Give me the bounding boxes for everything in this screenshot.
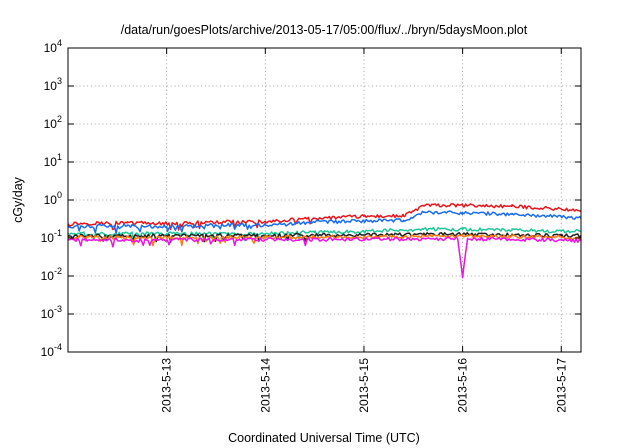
y-tick-exponent: -1	[54, 228, 62, 238]
y-tick-exponent: -2	[54, 266, 62, 276]
y-tick-label: 101	[44, 152, 62, 169]
y-tick-label: 10-3	[41, 304, 62, 321]
y-tick-exponent: 3	[57, 76, 62, 86]
series-line-green	[67, 226, 582, 243]
x-tick-label: 2013-5-15	[357, 358, 371, 413]
y-tick-exponent: -4	[54, 342, 62, 352]
y-tick-exponent: 0	[57, 190, 62, 200]
y-tick-label: 10-4	[41, 342, 62, 359]
series-line-blue	[67, 210, 582, 235]
y-tick-exponent: 1	[57, 152, 62, 162]
y-tick-base: 10	[41, 231, 55, 245]
y-tick-base: 10	[44, 79, 58, 93]
y-tick-label: 103	[44, 76, 62, 93]
x-tick-label: 2013-5-13	[160, 358, 174, 413]
y-tick-exponent: -3	[54, 304, 62, 314]
series-line-red	[67, 202, 582, 231]
y-tick-base: 10	[44, 155, 58, 169]
y-tick-base: 10	[41, 345, 55, 359]
x-tick-label: 2013-5-16	[456, 358, 470, 413]
y-tick-label: 102	[44, 114, 62, 131]
y-tick-base: 10	[44, 117, 58, 131]
chart-title: /data/run/goesPlots/archive/2013-05-17/0…	[121, 23, 528, 37]
y-tick-exponent: 2	[57, 114, 62, 124]
x-tick-label: 2013-5-17	[554, 358, 568, 413]
y-tick-base: 10	[44, 193, 58, 207]
x-tick-labels: 2013-5-13 2013-5-14 2013-5-15 2013-5-16 2013…	[160, 358, 569, 413]
plot-frame	[67, 47, 582, 353]
y-axis-label: cGy/day	[11, 176, 25, 223]
y-tick-exponent: 4	[57, 38, 62, 48]
x-axis-label: Coordinated Universal Time (UTC)	[228, 431, 420, 445]
y-tick-base: 10	[41, 269, 55, 283]
y-tick-label: 100	[44, 190, 62, 207]
y-tick-label: 10-2	[41, 266, 62, 283]
y-tick-label: 104	[44, 38, 62, 55]
y-tick-label: 10-1	[41, 228, 62, 245]
series-group	[67, 202, 582, 279]
x-tick-label: 2013-5-14	[258, 358, 272, 413]
grid	[68, 48, 581, 352]
y-tick-base: 10	[41, 307, 55, 321]
series-line-magenta	[68, 236, 582, 279]
y-tick-base: 10	[44, 41, 58, 55]
